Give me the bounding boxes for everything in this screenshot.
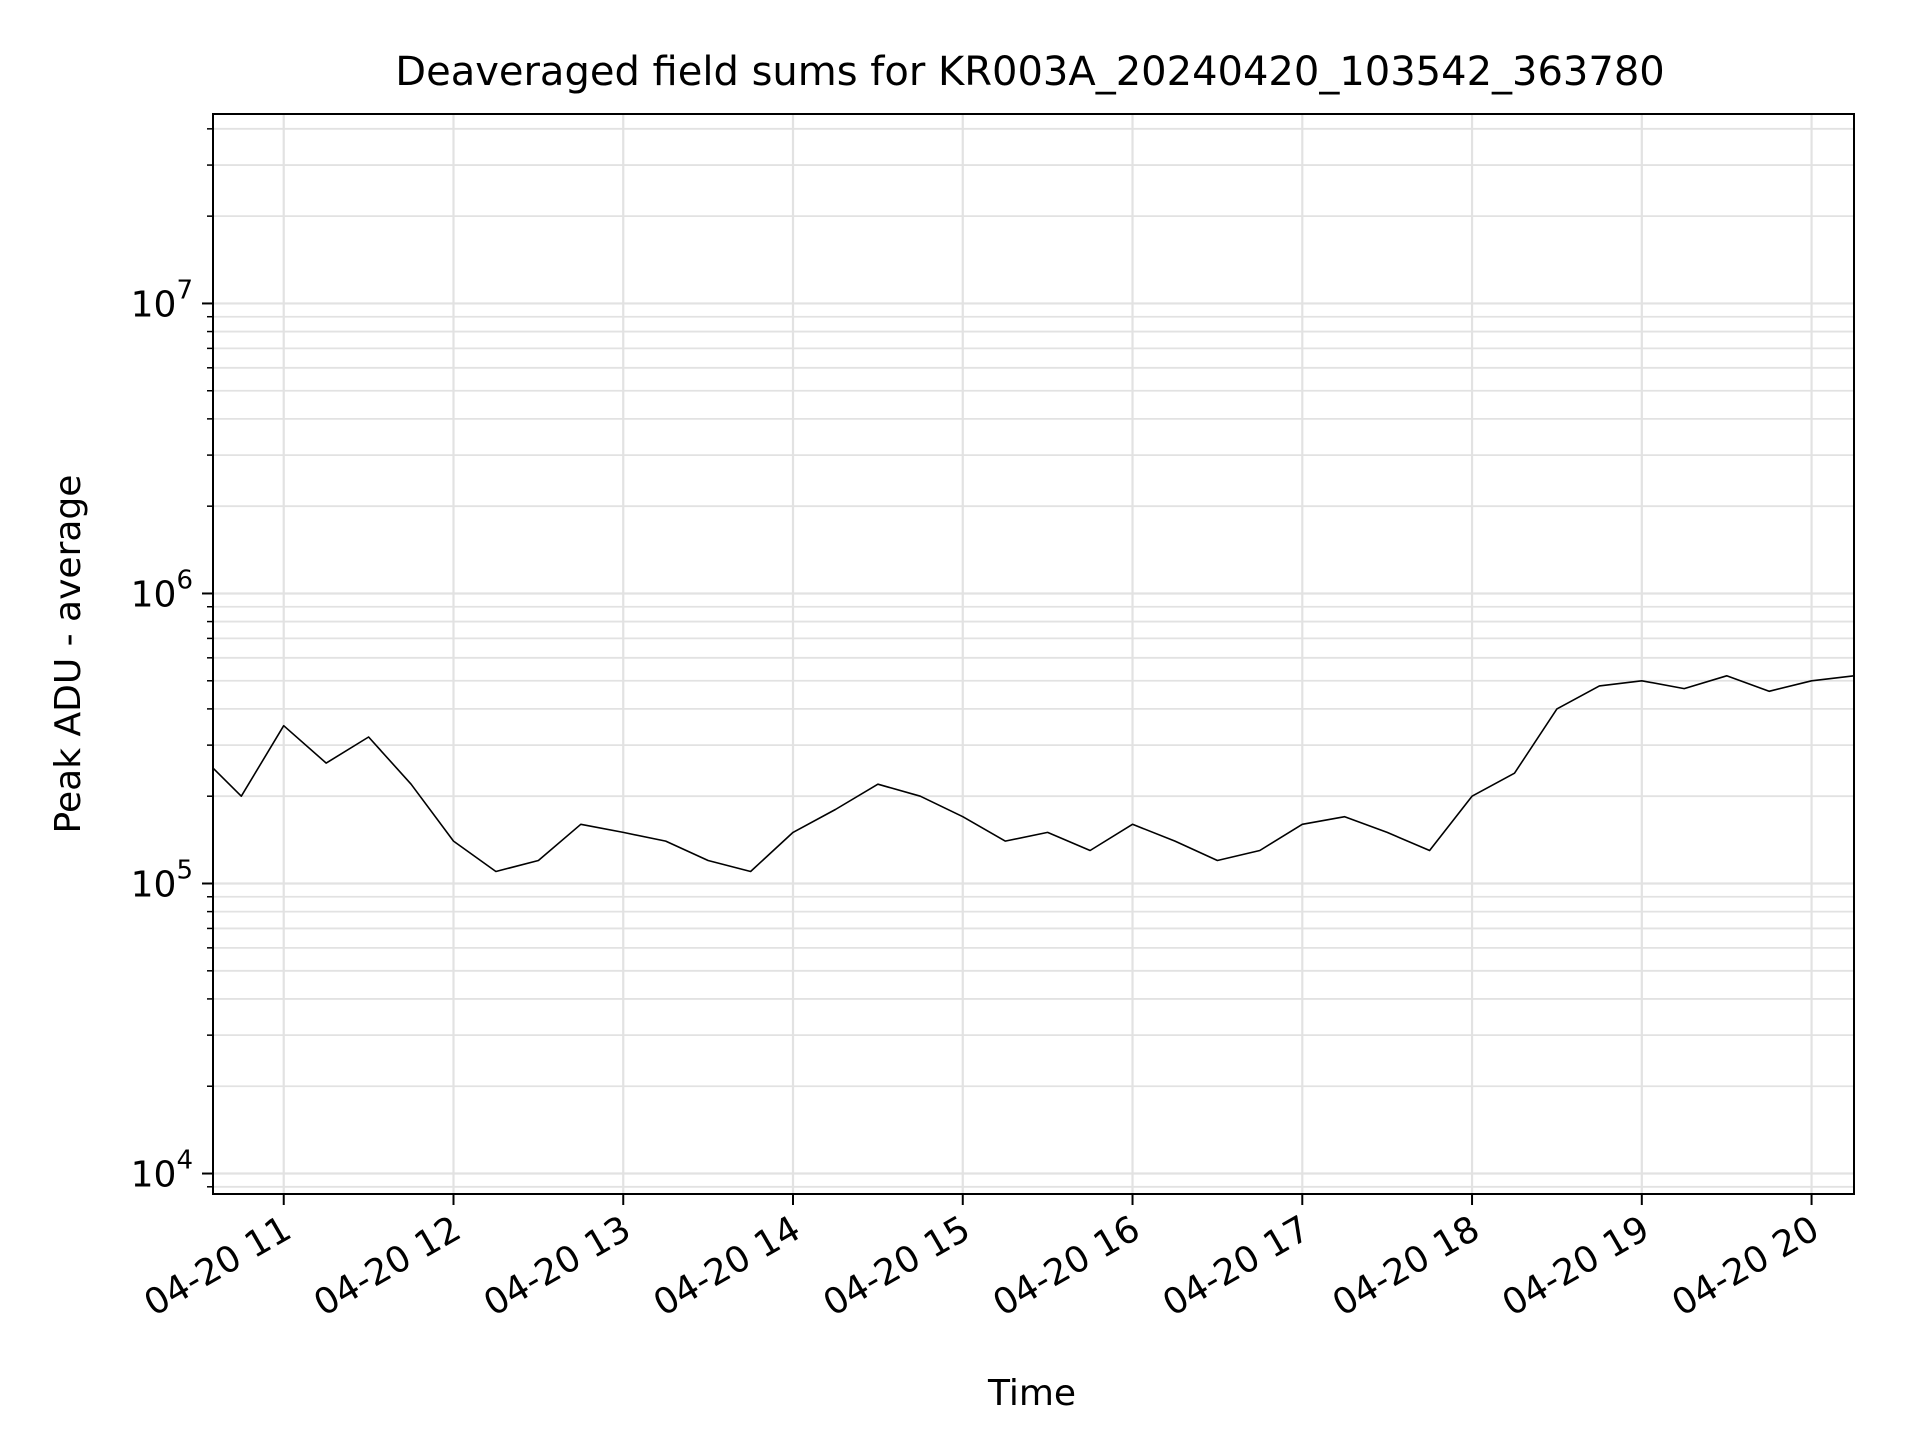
x-tick-label: 04-20 16 bbox=[986, 1208, 1147, 1324]
x-tick-label: 04-20 13 bbox=[477, 1208, 638, 1324]
x-tick-label: 04-20 17 bbox=[1156, 1208, 1317, 1324]
series-line bbox=[212, 674, 1855, 873]
x-tick-label: 04-20 15 bbox=[817, 1208, 978, 1324]
x-axis: 04-20 11 04-20 12 04-20 13 04-20 14 04-20 15… bbox=[138, 1194, 1826, 1325]
x-tick-label: 04-20 14 bbox=[647, 1208, 808, 1324]
y-axis-label: Peak ADU - average bbox=[48, 475, 89, 834]
y-tick-label: 105 bbox=[131, 856, 193, 906]
series-layer bbox=[212, 674, 1855, 873]
x-tick-label: 04-20 18 bbox=[1326, 1208, 1487, 1324]
plot-frame bbox=[212, 113, 1855, 1195]
x-tick-label: 04-20 11 bbox=[138, 1208, 299, 1324]
grid bbox=[213, 114, 1854, 1194]
x-axis-label: Time bbox=[987, 1373, 1076, 1414]
x-tick-label: 04-20 12 bbox=[307, 1208, 468, 1324]
y-tick-label: 104 bbox=[131, 1146, 193, 1196]
y-tick-label: 106 bbox=[131, 565, 193, 615]
x-tick-label: 04-20 20 bbox=[1665, 1208, 1826, 1324]
y-axis: 104 105 106 107 bbox=[131, 128, 213, 1196]
x-tick-label: 04-20 19 bbox=[1496, 1208, 1657, 1324]
chart-title: Deaveraged field sums for KR003A_2024042… bbox=[395, 49, 1664, 95]
y-tick-label: 107 bbox=[131, 275, 193, 325]
